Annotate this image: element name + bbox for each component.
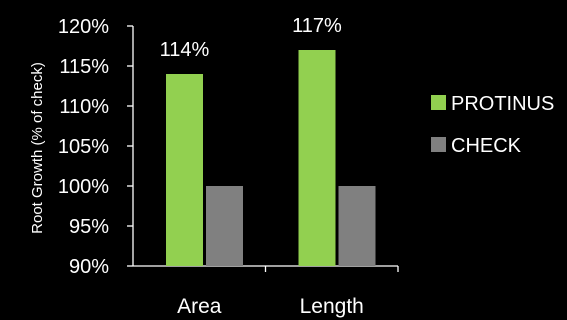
legend-swatch-protinus — [431, 95, 446, 110]
x-tick-label: Length — [300, 295, 364, 318]
data-label: 117% — [292, 15, 342, 37]
plot-area: 90% 95% 100% 105% 110% 115% 120% 114% Area 117% Le… — [58, 15, 399, 318]
bar-check-area — [206, 186, 243, 266]
bar-check-length — [338, 186, 376, 266]
legend-label-check: CHECK — [451, 135, 522, 157]
legend-swatch-check — [431, 137, 446, 152]
y-tick-label: 90% — [69, 256, 109, 278]
data-label: 114% — [160, 39, 210, 61]
y-tick-label: 105% — [58, 136, 109, 158]
y-tick-label: 120% — [58, 16, 109, 38]
bar-protinus-length — [298, 50, 336, 266]
legend: PROTINUS CHECK — [431, 93, 554, 157]
y-tick-label: 100% — [58, 176, 109, 198]
x-tick-label: Area — [177, 295, 222, 318]
y-axis-title: Root Growth (% of check) — [29, 62, 46, 234]
y-tick-label: 115% — [59, 56, 109, 78]
y-tick-label: 110% — [59, 96, 109, 118]
legend-label-protinus: PROTINUS — [451, 93, 554, 115]
bar-protinus-area — [166, 74, 203, 266]
y-tick-label: 95% — [69, 216, 109, 238]
